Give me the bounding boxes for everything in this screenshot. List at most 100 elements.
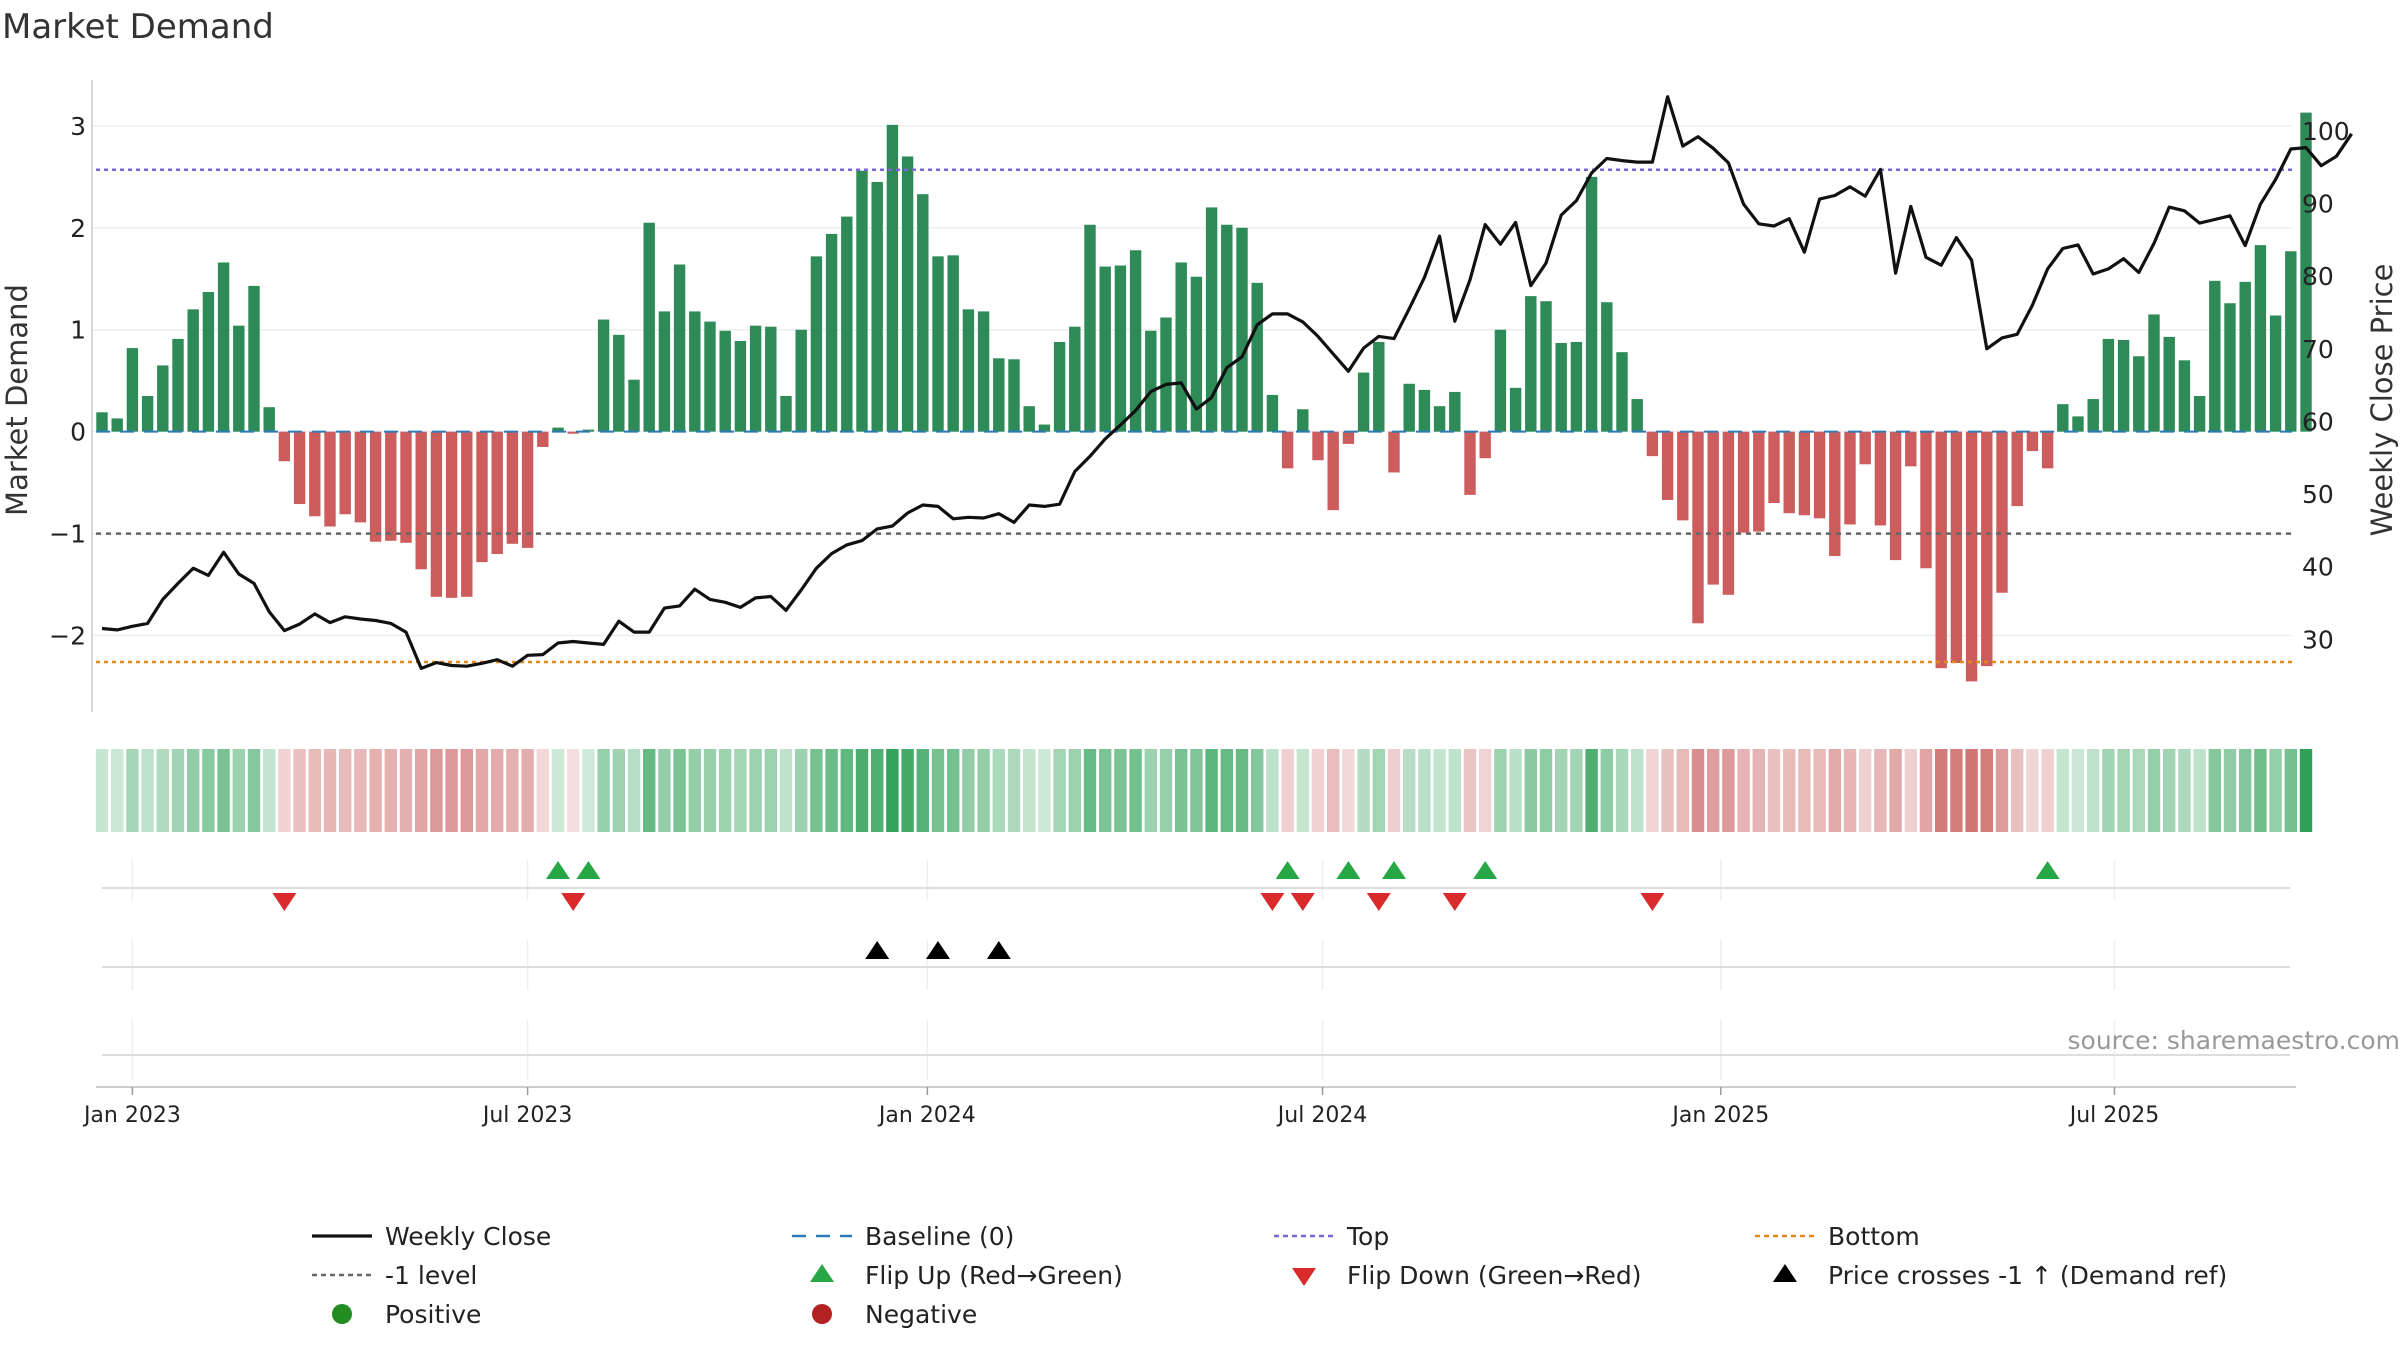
heat-cell xyxy=(1220,749,1233,832)
heat-cell xyxy=(1296,749,1309,832)
heat-cell xyxy=(567,749,580,832)
heat-cell xyxy=(1023,749,1036,832)
heat-cell xyxy=(1843,749,1857,832)
heat-cell xyxy=(2178,749,2191,832)
heat-cell xyxy=(1691,749,1705,832)
y-tick-left: −2 xyxy=(49,622,86,651)
demand-bar xyxy=(1145,330,1157,432)
chart-title: Market Demand xyxy=(2,7,274,47)
heat-cell xyxy=(445,749,458,832)
heat-cell xyxy=(1175,749,1188,832)
heat-cell xyxy=(1798,749,1811,832)
heat-cell xyxy=(2254,749,2267,832)
flip-up-marker xyxy=(1473,861,1498,879)
demand-bar xyxy=(476,431,488,563)
legend-symbol-circle xyxy=(812,1304,832,1324)
demand-bar xyxy=(1570,341,1583,432)
legend-label: Flip Down (Green→Red) xyxy=(1347,1261,1642,1290)
demand-bar xyxy=(1859,431,1871,465)
heat-cell xyxy=(2071,749,2085,832)
heat-cell xyxy=(536,749,549,832)
demand-bar xyxy=(96,412,108,432)
source-label: source: sharemaestro.com xyxy=(2068,1026,2400,1055)
demand-bar xyxy=(1266,394,1279,432)
heat-cell xyxy=(2132,749,2145,832)
demand-bar xyxy=(1920,431,1932,569)
y-tick-right: 50 xyxy=(2302,480,2334,509)
demand-bar xyxy=(1297,409,1309,432)
demand-bar xyxy=(141,396,154,432)
heat-cell xyxy=(2208,749,2221,832)
demand-bar xyxy=(947,255,959,432)
demand-bar xyxy=(993,358,1005,432)
heat-cell xyxy=(810,749,823,832)
demand-bar xyxy=(1585,176,1598,432)
heat-cell xyxy=(202,749,215,832)
heat-cell xyxy=(156,749,169,832)
demand-bar xyxy=(567,431,579,434)
price-cross-marker xyxy=(926,941,950,959)
heat-cell xyxy=(825,749,838,832)
demand-bar xyxy=(1357,372,1370,432)
demand-bar xyxy=(1069,326,1081,432)
heat-cell xyxy=(2299,749,2313,832)
y-tick-right: 60 xyxy=(2302,407,2334,436)
heat-cell xyxy=(460,749,473,832)
heat-cell xyxy=(719,749,732,832)
legend-label: Bottom xyxy=(1828,1222,1920,1251)
demand-bar xyxy=(1813,431,1826,519)
demand-bar xyxy=(1616,352,1628,432)
x-tick-label: Jul 2023 xyxy=(481,1103,573,1128)
y-tick-right: 40 xyxy=(2302,553,2334,582)
heat-cell xyxy=(141,749,154,832)
legend-symbol-tri-up xyxy=(1773,1264,1797,1282)
y-axis-left-label: Market Demand xyxy=(0,284,34,516)
demand-bar xyxy=(217,262,230,432)
heat-cell xyxy=(931,749,945,832)
heat-cell xyxy=(1007,749,1021,832)
demand-bar xyxy=(977,311,990,432)
heat-cell xyxy=(947,749,960,832)
legend-label: Price crosses -1 ↑ (Demand ref) xyxy=(1828,1261,2227,1290)
demand-bar xyxy=(1129,250,1142,432)
legend-symbol-tri-up xyxy=(810,1264,834,1282)
demand-bar xyxy=(2269,315,2282,432)
heat-cell xyxy=(2239,749,2252,832)
demand-bar xyxy=(810,256,823,432)
heat-cell xyxy=(551,749,565,832)
demand-bar xyxy=(856,170,868,432)
legend-label: Weekly Close xyxy=(385,1222,551,1251)
heat-cell xyxy=(1509,749,1522,832)
y-tick-left: 3 xyxy=(70,112,86,141)
demand-bar xyxy=(369,431,382,542)
heat-cell xyxy=(475,749,489,832)
demand-bar xyxy=(917,194,929,432)
demand-bar xyxy=(780,396,792,432)
heat-cell xyxy=(1418,749,1431,832)
heat-cell xyxy=(2163,749,2176,832)
heat-cell xyxy=(1752,749,1765,832)
demand-bar xyxy=(2178,360,2191,432)
heat-cell xyxy=(232,749,245,832)
legend-symbol-tri-down xyxy=(1292,1268,1316,1286)
heat-cell xyxy=(1600,749,1613,832)
heat-cell xyxy=(1707,749,1720,832)
heat-cell xyxy=(308,749,321,832)
demand-bar xyxy=(901,156,914,432)
demand-bar xyxy=(1084,224,1096,432)
heat-cell xyxy=(1068,749,1081,832)
heat-cell xyxy=(612,749,625,832)
demand-bar xyxy=(1221,224,1233,432)
legend-label: -1 level xyxy=(385,1261,477,1290)
heat-cell xyxy=(1372,749,1385,832)
flip-down-marker xyxy=(1366,893,1391,911)
demand-bar xyxy=(962,309,975,432)
demand-bar xyxy=(552,427,564,432)
demand-bar xyxy=(719,330,731,432)
x-tick-label: Jan 2023 xyxy=(82,1103,181,1128)
demand-bar xyxy=(339,431,351,515)
heat-cell xyxy=(977,749,990,832)
heat-cell xyxy=(278,749,291,832)
demand-bar xyxy=(2239,281,2251,432)
